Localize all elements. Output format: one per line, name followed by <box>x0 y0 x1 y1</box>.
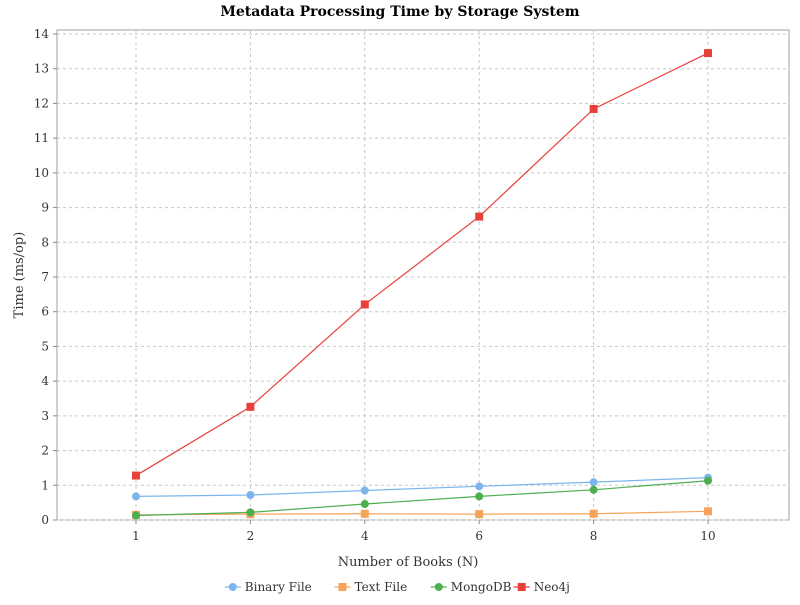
series-line-binary-file <box>135 477 709 497</box>
x-tick-label: 2 <box>247 529 255 543</box>
series-line-text-file <box>135 510 709 516</box>
legend-label: MongoDB <box>451 580 512 594</box>
y-tick-label: 1 <box>41 478 49 492</box>
legend-swatch-marker <box>517 583 526 591</box>
data-point-binary-file[interactable] <box>475 482 484 491</box>
data-point-neo4j[interactable] <box>589 104 598 113</box>
legend-label: Neo4j <box>534 580 570 594</box>
y-tick-label: 12 <box>34 96 49 110</box>
x-tick-label: 10 <box>700 529 715 543</box>
x-tick-label: 1 <box>132 529 140 543</box>
series-mongodb <box>132 476 712 520</box>
legend-item-text-file[interactable]: Text File <box>334 580 408 594</box>
data-point-binary-file[interactable] <box>132 492 140 501</box>
data-point-neo4j[interactable] <box>246 402 255 411</box>
legend-swatch-marker <box>338 583 347 591</box>
series-line-mongodb <box>135 480 709 517</box>
data-point-mongodb[interactable] <box>589 485 598 494</box>
y-tick-label: 2 <box>41 444 49 458</box>
y-tick-label: 3 <box>41 409 49 423</box>
plot-area <box>56 29 790 521</box>
legend-item-neo4j[interactable]: Neo4j <box>513 580 570 594</box>
y-tick-label: 4 <box>41 374 49 388</box>
x-tick-label: 6 <box>475 529 483 543</box>
y-tick-label: 5 <box>41 339 49 353</box>
legend: Binary File Text File MongoDB Neo4j <box>224 580 570 594</box>
chart-title: Metadata Processing Time by Storage Syst… <box>220 4 579 20</box>
y-tick-label: 7 <box>41 270 49 284</box>
legend-swatch-marker <box>228 583 237 591</box>
y-tick-label: 8 <box>41 235 49 249</box>
x-tick-label: 4 <box>361 529 369 543</box>
series-neo4j <box>132 49 712 480</box>
data-point-mongodb[interactable] <box>360 500 369 509</box>
legend-item-mongodb[interactable]: MongoDB <box>430 580 512 594</box>
grid-layer <box>57 30 789 521</box>
y-tick-label: 11 <box>34 131 49 145</box>
data-point-mongodb[interactable] <box>132 511 140 520</box>
y-tick-label: 6 <box>41 305 49 319</box>
series-line-neo4j <box>135 52 709 477</box>
data-point-text-file[interactable] <box>475 510 484 519</box>
legend-label: Text File <box>355 580 408 594</box>
y-tick-label: 0 <box>41 513 49 527</box>
x-axis-ticks: 1 2 4 6 8 10 <box>132 520 716 543</box>
data-point-neo4j[interactable] <box>132 471 140 480</box>
data-point-binary-file[interactable] <box>589 478 598 487</box>
data-point-binary-file[interactable] <box>360 486 369 495</box>
y-tick-label: 14 <box>34 27 50 41</box>
data-point-neo4j[interactable] <box>704 49 712 58</box>
x-tick-label: 8 <box>590 529 598 543</box>
legend-swatch-marker <box>434 583 443 591</box>
data-point-text-file[interactable] <box>704 507 712 516</box>
data-point-neo4j[interactable] <box>360 300 369 309</box>
data-point-text-file[interactable] <box>360 509 369 518</box>
series-layer <box>132 49 712 520</box>
legend-item-binary-file[interactable]: Binary File <box>224 580 312 594</box>
x-axis-label: Number of Books (N) <box>338 555 479 570</box>
y-tick-label: 9 <box>41 201 49 215</box>
y-tick-label: 13 <box>34 62 49 76</box>
data-point-mongodb[interactable] <box>475 492 484 501</box>
y-tick-label: 10 <box>34 166 49 180</box>
data-point-binary-file[interactable] <box>246 491 255 500</box>
legend-label: Binary File <box>245 580 312 594</box>
data-point-text-file[interactable] <box>589 509 598 518</box>
data-point-mongodb[interactable] <box>704 476 712 485</box>
data-point-neo4j[interactable] <box>475 212 484 221</box>
data-point-mongodb[interactable] <box>246 508 255 517</box>
y-axis-label: Time (ms/op) <box>12 232 27 319</box>
